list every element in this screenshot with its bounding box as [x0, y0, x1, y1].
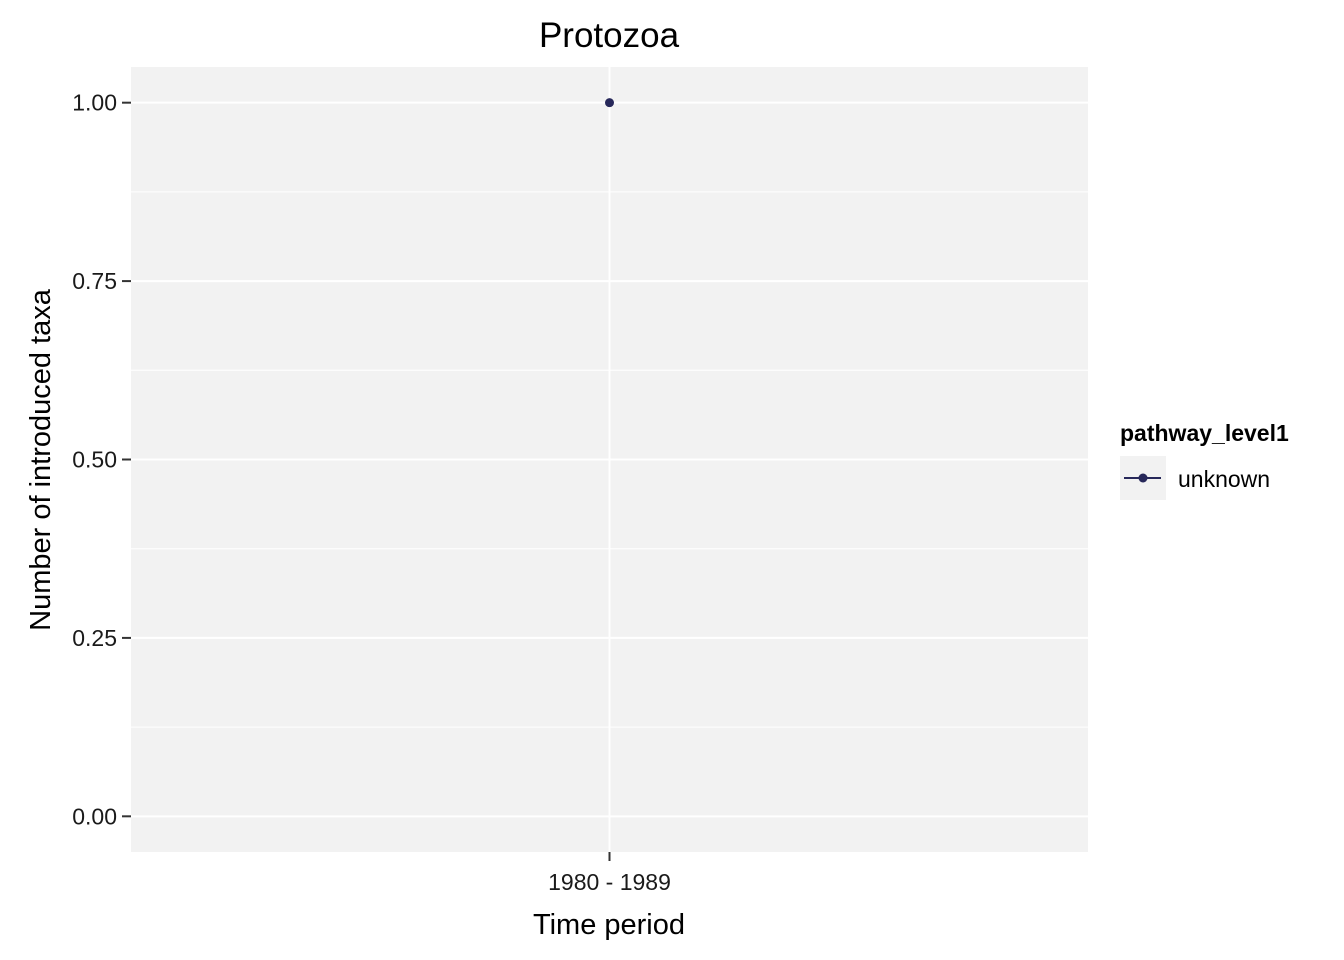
y-axis: 0.00 0.25 0.50 0.75 1.00 [72, 90, 131, 829]
grid-major [131, 67, 1088, 852]
x-tick-label: 1980 - 1989 [548, 869, 671, 895]
y-tick-label: 0.50 [72, 447, 117, 473]
y-axis-label: Number of introduced taxa [25, 288, 57, 631]
y-tick-label: 0.00 [72, 803, 117, 829]
legend-title: pathway_level1 [1120, 420, 1289, 446]
y-tick-label: 0.25 [72, 625, 117, 651]
legend-key-point [1138, 473, 1148, 483]
x-axis: 1980 - 1989 [548, 852, 671, 895]
y-tick-label: 1.00 [72, 90, 117, 116]
y-tick-label: 0.75 [72, 268, 117, 294]
series-layer [605, 98, 614, 108]
legend: pathway_level1 unknown [1120, 420, 1289, 500]
data-point [605, 98, 614, 108]
legend-item-label: unknown [1178, 466, 1270, 492]
chart-title: Protozoa [539, 16, 680, 55]
x-axis-label: Time period [533, 909, 685, 941]
